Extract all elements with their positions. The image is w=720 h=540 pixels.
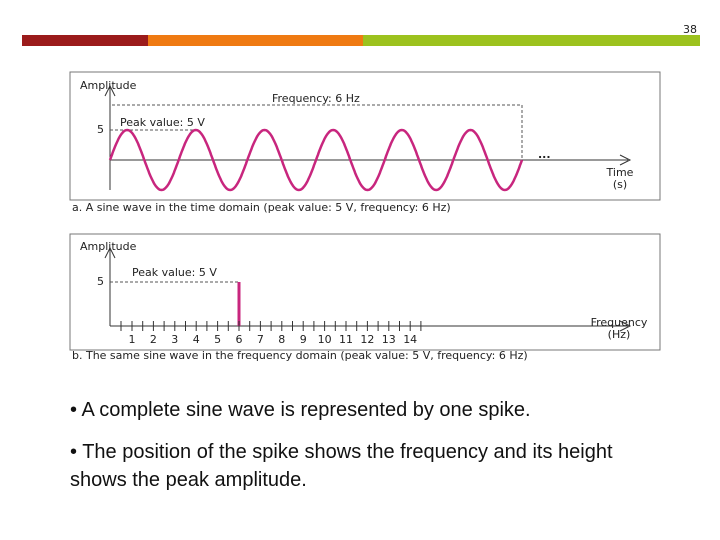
header-bar	[363, 35, 700, 46]
sine-wave	[108, 128, 524, 192]
x-tick-label: 6	[236, 333, 243, 346]
peak-label: Peak value: 5 V	[132, 266, 217, 279]
x-tick-label: 1	[129, 333, 136, 346]
peak-label: Peak value: 5 V	[120, 116, 205, 129]
x-tick-label: 9	[300, 333, 307, 346]
x-tick-label: 8	[278, 333, 285, 346]
x-label-unit: (s)	[613, 178, 627, 191]
x-tick-label: 2	[150, 333, 157, 346]
y-tick-label: 5	[97, 123, 104, 136]
arrow-head	[619, 154, 632, 166]
x-label: Time	[606, 166, 634, 179]
x-tick-label: 5	[214, 333, 221, 346]
bullet: • A complete sine wave is represented by…	[70, 399, 531, 421]
x-tick-label: 3	[171, 333, 178, 346]
bullet: • The position of the spike shows the fr…	[70, 441, 613, 491]
header-bar	[22, 35, 148, 46]
arrow-head	[619, 320, 632, 332]
page-number: 38	[683, 23, 697, 36]
figure-frame	[69, 71, 661, 201]
x-tick-label: 13	[382, 333, 396, 346]
x-tick-label: 10	[318, 333, 332, 346]
x-tick-label: 7	[257, 333, 264, 346]
caption: b. The same sine wave in the frequency d…	[72, 349, 528, 362]
caption: a. A sine wave in the time domain (peak …	[72, 201, 451, 214]
figure-frame	[69, 233, 661, 351]
frequency-domain-figure: Amplitude Peak value: 5 V 5 Frequency (H…	[69, 233, 661, 362]
ellipsis: ...	[538, 148, 551, 161]
header-bar	[148, 35, 363, 46]
x-tick-label: 4	[193, 333, 200, 346]
x-tick-label: 12	[360, 333, 374, 346]
frequency-label: Frequency: 6 Hz	[272, 92, 360, 105]
figure-canvas: 38 Amplitude Frequency: 6 Hz Peak value:…	[22, 23, 700, 362]
x-label: Frequency	[591, 316, 648, 329]
y-tick-label: 5	[97, 275, 104, 288]
y-label: Amplitude	[80, 79, 137, 92]
x-tick-label: 11	[339, 333, 353, 346]
x-tick-label: 14	[403, 333, 417, 346]
arrow-head	[104, 246, 116, 259]
arrow-head	[104, 84, 116, 97]
time-domain-figure: Amplitude Frequency: 6 Hz Peak value: 5 …	[69, 71, 661, 214]
y-label: Amplitude	[80, 240, 137, 253]
x-label-unit: (Hz)	[608, 328, 631, 341]
